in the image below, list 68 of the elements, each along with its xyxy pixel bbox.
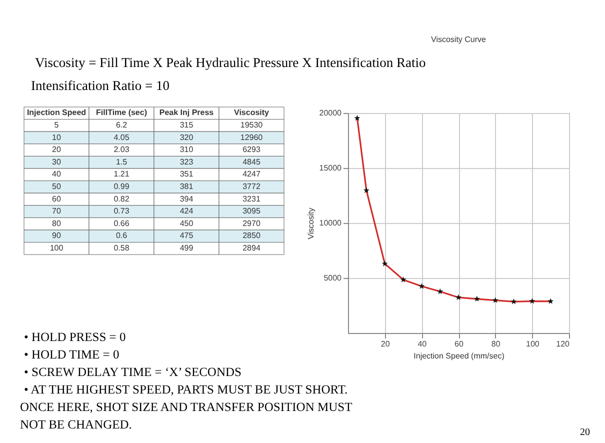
data-label: 0.73 — [114, 206, 130, 216]
y-tick-label: 5000 — [324, 274, 342, 282]
data-label: 4.05 — [114, 132, 130, 142]
y-axis-title: Injection Speed — [26, 108, 86, 118]
x-tick-label: 60 — [454, 340, 464, 348]
data-label: 2894 — [242, 243, 261, 252]
text: • AT THE HIGHEST SPEED, PARTS MUST BE JUST SHORT. ONCE HERE, SHOT SIZE AND TRANSFER POSITION MUST NOT BE CHANGED. — [20, 382, 353, 432]
y-tick-label: 5 — [54, 120, 60, 130]
x-tick-label: 40 — [418, 340, 428, 348]
data-label: 0.58 — [114, 243, 130, 252]
data-label: 424 — [180, 206, 194, 216]
data-label: 499 — [180, 243, 194, 252]
data-label: 0.82 — [114, 194, 130, 204]
y-tick-label: 50 — [52, 182, 62, 191]
y-tick-label: 30 — [52, 157, 62, 166]
chart-title: Viscosity Curve — [431, 35, 487, 44]
y-tick-label: 10000 — [319, 218, 342, 228]
data-label: 351 — [180, 170, 194, 179]
data-label: 475 — [180, 231, 194, 240]
text: • HOLD TIME = 0 — [24, 348, 120, 362]
data-label: 2850 — [242, 231, 261, 240]
data-label: 3772 — [242, 182, 261, 191]
x-tick-label: Peak Inj Press — [159, 108, 214, 118]
chart-title: Viscosity = Fill Time X Peak Hydraulic Pressure X Intensification Ratio — [35, 55, 426, 70]
data-label: 3095 — [242, 206, 261, 216]
y-tick-label: 20 — [52, 145, 62, 154]
data-label: 323 — [180, 157, 194, 166]
y-tick-label: 40 — [52, 170, 62, 179]
data-label: 3231 — [242, 194, 261, 204]
x-tick-label: 80 — [491, 340, 501, 348]
data-label: 450 — [180, 218, 194, 228]
y-tick-label: 15000 — [319, 164, 342, 172]
data-label: 2970 — [242, 218, 261, 228]
x-axis-title: Injection Speed (mm/sec) — [414, 352, 505, 360]
x-tick-label: Viscosity — [234, 108, 270, 118]
y-tick-label: 90 — [52, 231, 62, 240]
data-label: 1.21 — [114, 170, 130, 179]
y-axis-title: Viscosity — [306, 208, 316, 240]
data-label: 1.5 — [116, 157, 128, 166]
y-tick-label: 60 — [52, 194, 62, 204]
data-label: 6.2 — [116, 120, 128, 130]
text: 20 — [580, 427, 590, 438]
data-label: 394 — [180, 194, 194, 204]
data-label: 0.66 — [114, 218, 130, 228]
data-label: 381 — [180, 182, 194, 191]
text: • HOLD PRESS = 0 — [24, 330, 126, 344]
data-label: 320 — [180, 132, 194, 142]
data-label: 4247 — [242, 170, 261, 179]
data-label: 6293 — [242, 145, 261, 154]
x-tick-label: 100 — [526, 340, 540, 348]
y-tick-label: 70 — [52, 206, 62, 216]
y-tick-label: 10 — [52, 132, 62, 142]
data-label: 19530 — [240, 120, 264, 130]
y-tick-label: 20000 — [319, 108, 342, 118]
x-tick-label: 20 — [380, 340, 390, 348]
x-tick-label: FillTime (sec) — [96, 108, 148, 118]
y-tick-label: 100 — [50, 243, 64, 252]
data-label: 310 — [180, 145, 194, 154]
data-label: 0.6 — [116, 231, 128, 240]
y-tick-label: 80 — [52, 218, 62, 228]
data-label: 2.03 — [114, 145, 130, 154]
data-label: 12960 — [240, 132, 264, 142]
text: • SCREW DELAY TIME = ‘X’ SECONDS — [24, 365, 242, 379]
x-tick-label: 120 — [556, 340, 570, 348]
data-label: 0.99 — [114, 182, 130, 191]
data-label: 4845 — [242, 157, 261, 166]
data-label: 315 — [180, 120, 194, 130]
chart-subtitle: Intensification Ratio = 10 — [31, 78, 170, 93]
